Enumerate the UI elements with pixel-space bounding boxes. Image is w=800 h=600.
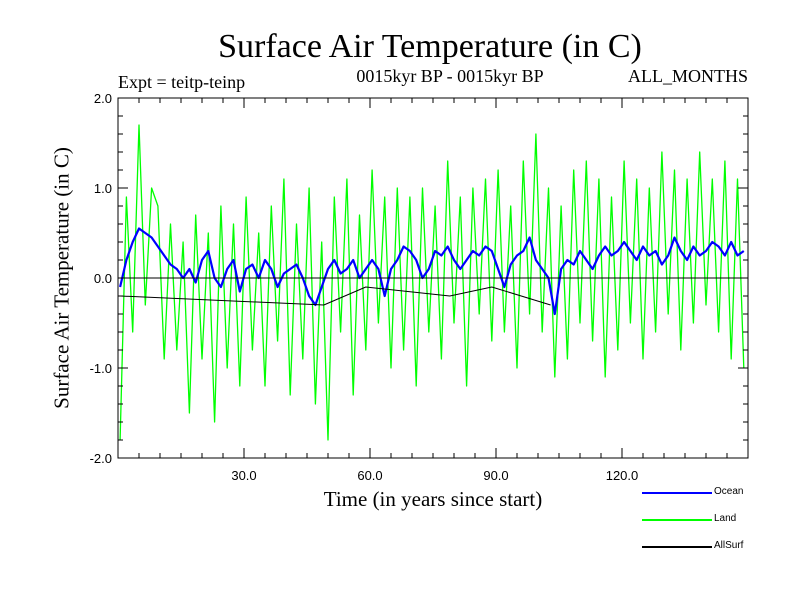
x-tick-label: 120.0 [606, 468, 639, 483]
legend-item-ocean: Ocean [620, 484, 780, 504]
experiment-label: Expt = teitp-teinp [118, 72, 246, 92]
legend-label-allsurf: AllSurf [714, 540, 744, 551]
x-tick-label: 90.0 [483, 468, 508, 483]
chart-title: Surface Air Temperature (in C) [218, 28, 642, 65]
period-label: 0015kyr BP - 0015kyr BP [356, 66, 544, 86]
legend-item-allsurf: AllSurf [620, 538, 780, 558]
series-line-land [119, 124, 745, 441]
legend-line-land [642, 519, 712, 521]
x-tick-label: 60.0 [357, 468, 382, 483]
legend-line-allsurf [642, 546, 712, 548]
y-tick-label: 0.0 [94, 271, 112, 286]
y-tick-label: 1.0 [94, 181, 112, 196]
y-tick-label: -2.0 [90, 451, 112, 466]
months-label: ALL_MONTHS [628, 66, 748, 86]
legend-line-ocean [642, 492, 712, 494]
x-axis-label: Time (in years since start) [323, 487, 543, 511]
legend-label-land: Land [714, 513, 737, 524]
y-tick-label: 2.0 [94, 91, 112, 106]
series-line-allsurf [120, 286, 551, 306]
legend-item-land: Land [620, 511, 780, 531]
y-tick-label: -1.0 [90, 361, 112, 376]
x-tick-label: 30.0 [231, 468, 256, 483]
legend-label-ocean: Ocean [714, 486, 744, 497]
